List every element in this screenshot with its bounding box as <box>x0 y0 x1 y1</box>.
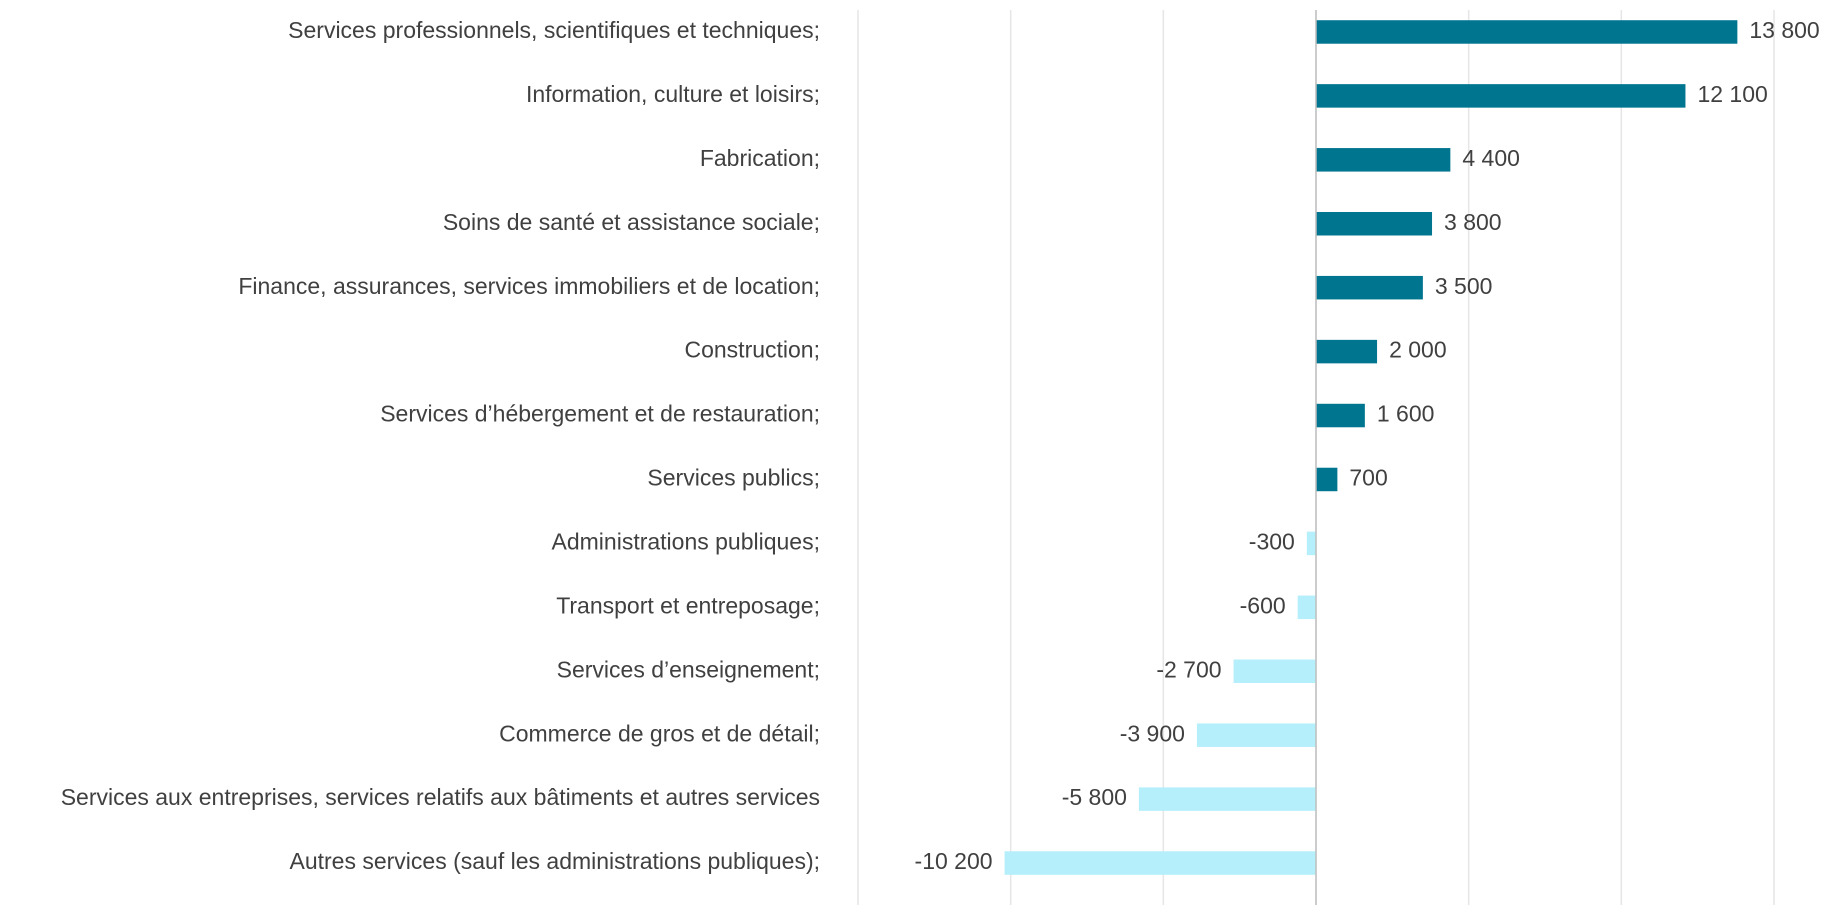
category-label: Services d’enseignement; <box>557 656 820 682</box>
bar <box>1316 403 1365 428</box>
category-label: Information, culture et loisirs; <box>526 81 820 107</box>
bar <box>1316 20 1738 44</box>
value-label: 4 400 <box>1462 145 1520 171</box>
value-label: 3 800 <box>1444 209 1502 235</box>
category-label: Finance, assurances, services immobilier… <box>238 273 820 299</box>
category-label: Transport et entreposage; <box>556 592 820 618</box>
category-label: Commerce de gros et de détail; <box>499 720 820 746</box>
bar <box>1316 148 1451 172</box>
category-label: Services aux entreprises, services relat… <box>61 784 820 810</box>
value-label: -600 <box>1240 592 1286 618</box>
bar <box>1316 212 1433 236</box>
bar <box>1138 787 1316 811</box>
category-label: Services professionnels, scientifiques e… <box>288 17 820 43</box>
bar <box>1297 595 1316 620</box>
value-label: 1 600 <box>1377 401 1435 427</box>
category-label: Soins de santé et assistance sociale; <box>443 209 820 235</box>
value-label: 700 <box>1349 465 1387 491</box>
bar <box>1004 851 1316 875</box>
value-label: 2 000 <box>1389 337 1447 363</box>
category-label: Autres services (sauf les administration… <box>289 848 820 874</box>
value-label: -5 800 <box>1062 784 1127 810</box>
category-label: Administrations publiques; <box>552 528 820 554</box>
category-label: Construction; <box>684 337 820 363</box>
category-label: Services publics; <box>647 465 820 491</box>
value-label: -2 700 <box>1156 656 1221 682</box>
bar <box>1316 339 1378 364</box>
value-label: 3 500 <box>1435 273 1493 299</box>
value-label: 13 800 <box>1749 17 1819 43</box>
value-label: 12 100 <box>1697 81 1767 107</box>
category-label: Services d’hébergement et de restauratio… <box>380 401 820 427</box>
bar <box>1316 275 1423 300</box>
value-label: -3 900 <box>1120 720 1185 746</box>
bar <box>1306 531 1316 556</box>
value-label: -300 <box>1249 528 1295 554</box>
bar <box>1196 723 1316 747</box>
value-label: -10 200 <box>915 848 993 874</box>
category-label: Fabrication; <box>700 145 820 171</box>
bar <box>1316 84 1686 108</box>
bar <box>1316 467 1338 492</box>
bar <box>1233 659 1316 683</box>
